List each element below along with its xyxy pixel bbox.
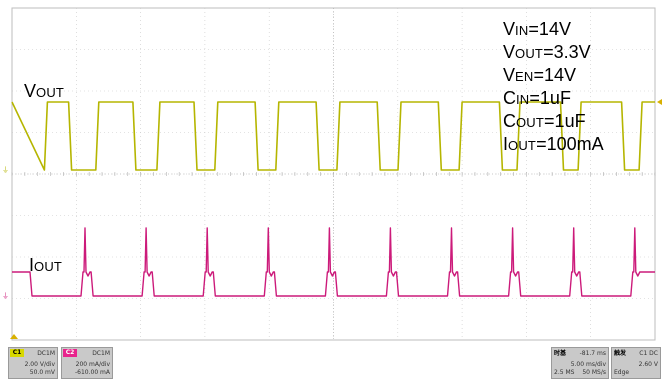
timebase-rate: 50 MS/s [582, 369, 606, 376]
trigger-level-marker [657, 99, 662, 105]
param-cin: CIN=1uF [503, 88, 571, 108]
channel2-tag: C2 [63, 349, 77, 357]
ch2-ground-marker: ⏚ [2, 292, 9, 300]
channel2-box[interactable]: C2 DC1M 200 mA/div -610.00 mA [61, 347, 113, 379]
scope-status-bar: C1 DC1M 2.00 V/div 50.0 mV C2 DC1M 200 m… [0, 343, 667, 381]
channel1-scale: 2.00 V/div [24, 361, 55, 368]
param-iout: IOUT=100mA [503, 134, 604, 154]
timebase-title: 时基 [554, 350, 567, 357]
trigger-level: 2.60 V [638, 361, 658, 368]
channel1-offset: 50.0 mV [29, 369, 55, 376]
timebase-samples: 2.5 MS [554, 369, 575, 376]
channel2-coupling: DC1M [92, 350, 110, 357]
iout-trace-label: IOUT [29, 255, 63, 275]
test-conditions: VIN=14V VOUT=3.3V VEN=14V CIN=1uF COUT=1… [503, 18, 604, 156]
channel2-offset: -610.00 mA [74, 369, 110, 376]
trigger-source: C1 DC [639, 350, 658, 357]
param-ven: VEN=14V [503, 65, 577, 85]
channel2-scale: 200 mA/div [75, 361, 110, 368]
vout-trace [11, 101, 655, 171]
iout-trace [12, 227, 655, 297]
trigger-type: Edge [614, 369, 630, 376]
param-vout: VOUT=3.3V [503, 42, 591, 62]
timebase-scale: 5.00 ms/div [570, 361, 606, 368]
trigger-position-marker [10, 334, 18, 339]
trigger-title: 触发 [614, 350, 627, 357]
ch1-ground-marker: ⏚ [2, 166, 9, 174]
timebase-delay: -81.7 ms [579, 350, 606, 357]
param-vin: VIN=14V [503, 19, 571, 39]
channel1-coupling: DC1M [37, 350, 55, 357]
vout-trace-label: VOUT [24, 81, 65, 101]
channel1-tag: C1 [10, 349, 24, 357]
trigger-box[interactable]: 触发 C1 DC 2.60 V Edge [611, 347, 661, 379]
param-cout: COUT=1uF [503, 111, 586, 131]
timebase-box[interactable]: 时基 -81.7 ms 5.00 ms/div 2.5 MS 50 MS/s [551, 347, 609, 379]
channel1-box[interactable]: C1 DC1M 2.00 V/div 50.0 mV [8, 347, 58, 379]
